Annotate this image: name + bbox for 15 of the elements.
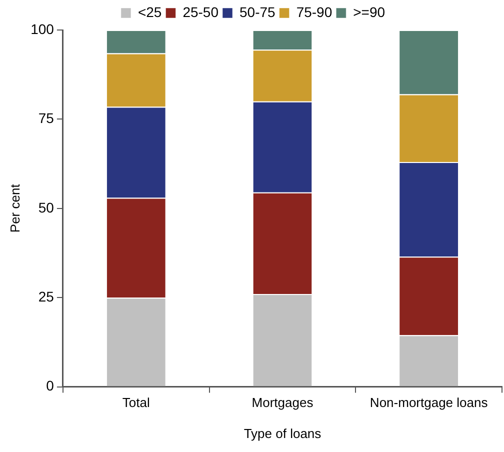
legend-label: 25-50 [182,4,219,20]
y-tick-label: 0 [46,378,54,394]
x-tick-label: Non-mortgage loans [370,395,488,410]
legend-label: 50-75 [240,4,276,20]
x-axis-title: Type of loans [244,426,322,441]
x-tick-label: Total [122,395,150,410]
legend-label: 75-90 [296,4,332,20]
y-tick-label: 50 [38,199,54,216]
y-axis-title: Per cent [7,184,22,233]
x-tick-label: Mortgages [252,395,314,410]
y-tick-label: 100 [30,20,54,37]
legend-label: <25 [138,4,162,20]
legend-label: >=90 [353,4,386,20]
y-tick-label: 25 [38,288,54,304]
y-tick-label: 75 [38,110,54,126]
